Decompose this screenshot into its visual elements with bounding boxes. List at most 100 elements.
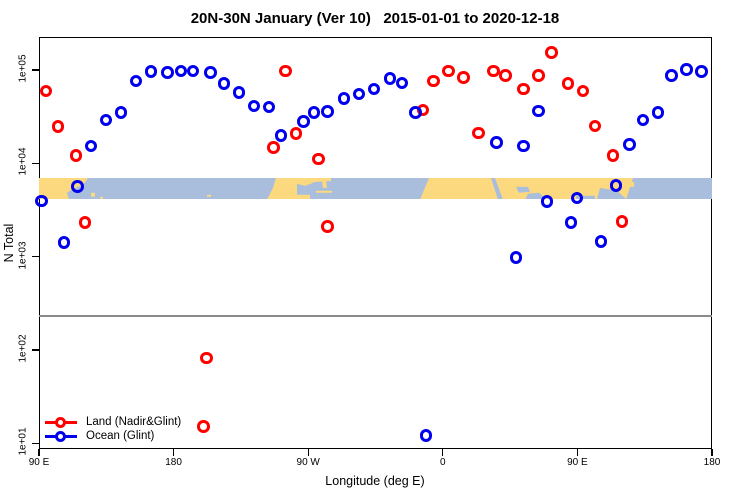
legend-circle-icon <box>55 430 66 442</box>
legend-label: Land (Nadir&Glint) <box>86 416 182 428</box>
data-point-ocean <box>564 216 578 229</box>
land-polygon <box>297 194 310 200</box>
data-point-ocean <box>321 105 334 118</box>
x-axis-tick-label: 90 W <box>296 457 320 468</box>
data-point-ocean <box>71 180 84 193</box>
data-point-ocean <box>262 100 276 114</box>
data-point-ocean <box>594 235 608 248</box>
land-polygon <box>267 177 297 200</box>
water-polygon <box>516 186 530 193</box>
data-point-land <box>78 216 92 229</box>
y-axis-tick <box>32 255 39 258</box>
x-axis-tick-label: 180 <box>165 457 182 468</box>
y-axis-tick <box>32 349 39 351</box>
data-point-ocean <box>367 82 380 96</box>
x-axis-tick-label: 180 <box>703 457 721 468</box>
y-axis-tick <box>32 162 39 164</box>
data-point-ocean <box>174 64 188 78</box>
legend-item: Land (Nadir&Glint) <box>45 415 181 429</box>
data-point-land <box>545 46 558 59</box>
data-point-ocean <box>352 87 366 101</box>
y-axis-tick <box>32 442 39 445</box>
data-point-land <box>279 64 292 78</box>
data-point-land <box>312 152 325 166</box>
plot-area <box>39 37 712 449</box>
legend: Land (Nadir&Glint) Ocean (Glint) <box>45 415 181 443</box>
legend-symbol <box>45 430 77 443</box>
data-point-land <box>51 120 65 133</box>
y-axis-tick-label: 1e+03 <box>17 241 29 270</box>
reference-line <box>39 315 712 318</box>
data-point-land <box>472 126 485 140</box>
land-polygon <box>91 192 95 197</box>
data-point-land <box>588 119 602 133</box>
data-point-ocean <box>409 106 422 119</box>
land-polygon <box>207 194 211 197</box>
data-point-land <box>517 82 530 96</box>
x-axis-tick-label: 90 E <box>28 457 50 468</box>
data-point-ocean <box>232 86 246 99</box>
y-axis-tick-label: 1e+02 <box>17 334 29 363</box>
data-point-land <box>200 351 213 365</box>
data-point-ocean <box>307 106 321 119</box>
x-axis-tick-label: 90 E <box>567 457 588 468</box>
data-point-ocean <box>419 429 433 442</box>
x-axis-tick <box>307 449 309 456</box>
x-axis-tick-label: 0 <box>440 457 446 468</box>
y-axis-tick <box>32 69 39 71</box>
data-point-land <box>561 77 575 90</box>
data-point-land <box>576 84 590 98</box>
data-point-ocean <box>217 77 231 90</box>
data-point-land <box>39 84 53 98</box>
legend-symbol <box>45 416 77 429</box>
data-point-land <box>321 220 334 233</box>
data-point-ocean <box>680 63 693 76</box>
x-axis-tick <box>576 449 579 456</box>
data-point-ocean <box>35 194 48 208</box>
data-point-ocean <box>129 74 143 87</box>
land-polygon <box>630 181 634 187</box>
data-point-ocean <box>204 66 217 79</box>
data-point-ocean <box>337 92 351 105</box>
x-axis-tick <box>442 449 444 456</box>
data-point-ocean <box>297 115 310 128</box>
data-point-ocean <box>84 139 98 152</box>
data-point-ocean <box>509 251 523 264</box>
legend-item: Ocean (Glint) <box>45 429 181 443</box>
data-point-land <box>69 149 83 162</box>
data-point-land <box>427 74 440 87</box>
data-point-land <box>289 127 303 140</box>
x-axis-tick <box>711 449 713 456</box>
data-point-ocean <box>395 76 409 90</box>
data-point-ocean <box>665 69 678 82</box>
data-point-ocean <box>651 106 665 119</box>
data-point-ocean <box>99 113 113 127</box>
data-point-ocean <box>247 99 261 113</box>
y-axis-title: N Total <box>2 223 16 263</box>
data-point-land <box>615 215 629 228</box>
water-polygon <box>597 187 627 200</box>
data-point-land <box>606 149 620 162</box>
land-polygon <box>322 180 327 188</box>
x-axis-title: Longitude (deg E) <box>325 474 425 488</box>
y-axis-tick-label: 1e+05 <box>17 54 29 83</box>
data-point-land <box>499 69 512 82</box>
data-point-ocean <box>161 66 174 79</box>
legend-label: Ocean (Glint) <box>86 430 155 442</box>
x-axis-tick <box>172 449 175 456</box>
data-point-ocean <box>609 179 623 192</box>
data-point-land <box>197 420 210 433</box>
data-point-ocean <box>540 195 554 208</box>
data-point-land <box>487 64 500 78</box>
data-point-ocean <box>57 236 71 249</box>
data-point-ocean <box>517 139 530 152</box>
data-point-ocean <box>623 138 636 151</box>
y-axis-tick-label: 1e+04 <box>17 147 29 176</box>
land-polygon <box>100 196 103 199</box>
land-polygon <box>297 177 331 186</box>
data-point-ocean <box>144 65 158 78</box>
data-point-land <box>532 69 545 82</box>
legend-circle-icon <box>55 416 66 428</box>
water-polygon <box>491 177 503 200</box>
